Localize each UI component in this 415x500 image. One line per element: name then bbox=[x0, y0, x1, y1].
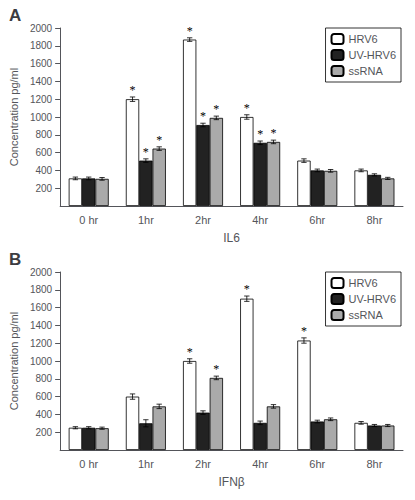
svg-text:*: * bbox=[213, 362, 219, 376]
svg-text:1200: 1200 bbox=[30, 338, 53, 349]
svg-text:8hr: 8hr bbox=[366, 214, 382, 226]
svg-text:*: * bbox=[143, 145, 149, 159]
svg-text:*: * bbox=[213, 102, 219, 116]
svg-text:2000: 2000 bbox=[30, 23, 53, 34]
svg-text:*: * bbox=[301, 324, 307, 338]
svg-text:A: A bbox=[9, 6, 21, 25]
svg-text:800: 800 bbox=[35, 373, 52, 384]
svg-text:1400: 1400 bbox=[30, 76, 53, 87]
svg-text:*: * bbox=[187, 24, 193, 38]
svg-text:1800: 1800 bbox=[30, 284, 53, 295]
svg-text:IFNβ: IFNβ bbox=[218, 475, 244, 489]
svg-text:200: 200 bbox=[35, 427, 52, 438]
svg-text:4hr: 4hr bbox=[252, 458, 268, 470]
svg-text:UV-HRV6: UV-HRV6 bbox=[349, 49, 396, 61]
svg-text:IL6: IL6 bbox=[223, 231, 240, 245]
svg-text:*: * bbox=[270, 126, 276, 140]
svg-text:B: B bbox=[9, 250, 21, 269]
svg-text:1600: 1600 bbox=[30, 58, 53, 69]
svg-text:Concentration pg/ml: Concentration pg/ml bbox=[8, 312, 20, 410]
svg-text:*: * bbox=[187, 345, 193, 359]
svg-text:1hr: 1hr bbox=[138, 458, 154, 470]
svg-text:HRV6: HRV6 bbox=[349, 33, 378, 45]
svg-text:200: 200 bbox=[35, 183, 52, 194]
svg-text:400: 400 bbox=[35, 409, 52, 420]
svg-text:1200: 1200 bbox=[30, 94, 53, 105]
svg-text:*: * bbox=[200, 109, 206, 123]
svg-text:1000: 1000 bbox=[30, 112, 53, 123]
svg-text:0 hr: 0 hr bbox=[79, 214, 98, 226]
svg-text:600: 600 bbox=[35, 391, 52, 402]
svg-text:*: * bbox=[244, 101, 250, 115]
svg-text:6hr: 6hr bbox=[309, 458, 325, 470]
svg-text:4hr: 4hr bbox=[252, 214, 268, 226]
svg-text:2000: 2000 bbox=[30, 267, 53, 278]
svg-text:Concentration pg/ml: Concentration pg/ml bbox=[8, 68, 20, 166]
svg-text:1400: 1400 bbox=[30, 320, 53, 331]
svg-text:2hr: 2hr bbox=[195, 458, 211, 470]
svg-text:*: * bbox=[257, 127, 263, 141]
svg-text:8hr: 8hr bbox=[366, 458, 382, 470]
svg-text:400: 400 bbox=[35, 165, 52, 176]
svg-text:2hr: 2hr bbox=[195, 214, 211, 226]
svg-text:*: * bbox=[244, 282, 250, 296]
svg-text:*: * bbox=[130, 83, 136, 97]
svg-text:600: 600 bbox=[35, 147, 52, 158]
svg-text:ssRNA: ssRNA bbox=[349, 309, 384, 321]
svg-text:800: 800 bbox=[35, 129, 52, 140]
svg-text:1800: 1800 bbox=[30, 40, 53, 51]
svg-text:1000: 1000 bbox=[30, 356, 53, 367]
svg-text:0 hr: 0 hr bbox=[79, 458, 98, 470]
svg-text:1600: 1600 bbox=[30, 302, 53, 313]
svg-text:6hr: 6hr bbox=[309, 214, 325, 226]
svg-text:HRV6: HRV6 bbox=[349, 277, 378, 289]
svg-text:UV-HRV6: UV-HRV6 bbox=[349, 293, 396, 305]
svg-text:*: * bbox=[156, 133, 162, 147]
svg-text:1hr: 1hr bbox=[138, 214, 154, 226]
svg-text:ssRNA: ssRNA bbox=[349, 65, 384, 77]
